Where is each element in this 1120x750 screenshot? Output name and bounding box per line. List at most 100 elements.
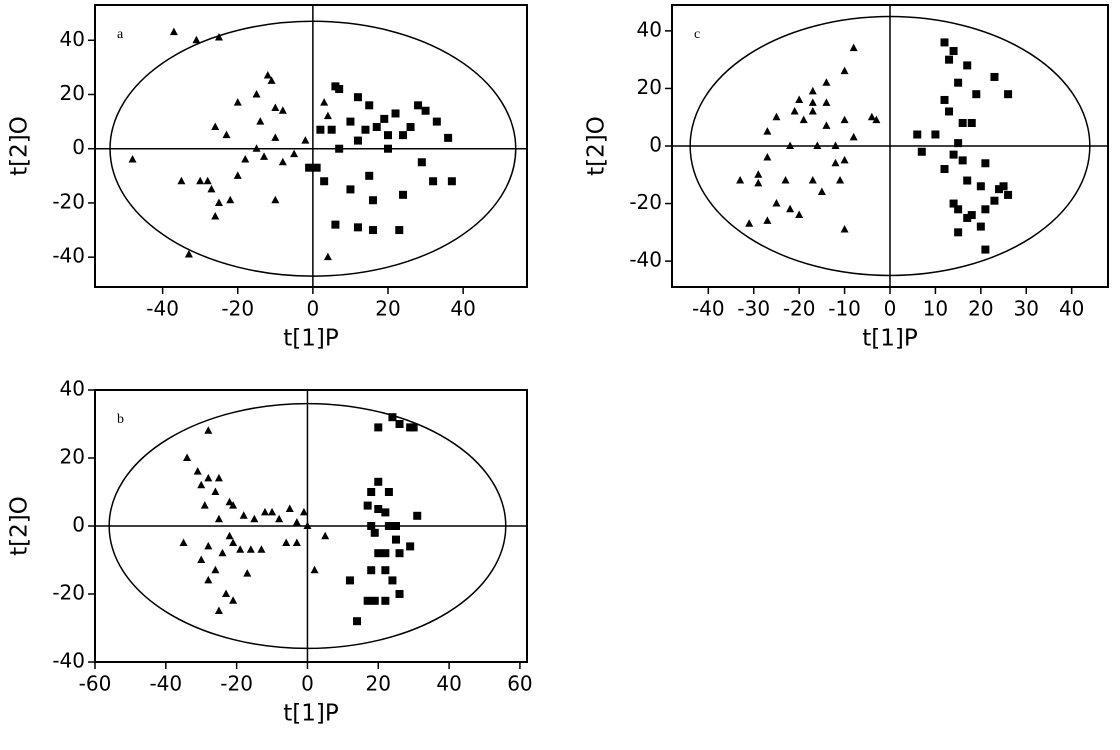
square-point [395,226,404,235]
triangle-point [323,111,332,120]
square-point [958,156,967,165]
triangle-point [207,184,216,193]
triangle-point [781,176,790,184]
x-axis-label: t[1]P [862,326,918,352]
square-point [335,85,344,94]
square-point [972,90,981,99]
triangle-point [214,473,223,482]
triangle-point [229,501,238,509]
square-point [917,147,926,156]
triangle-point [849,132,858,141]
square-point [327,125,336,134]
square-point [353,223,362,232]
square-point [335,144,344,153]
triangle-point [252,89,261,98]
triangle-point [763,216,772,224]
y-tick-label: 0 [72,135,85,159]
plot-frame [94,4,528,288]
triangle-point [285,504,294,512]
x-tick-label: 20 [968,297,993,321]
square-point [931,130,940,139]
triangle-point [204,575,213,584]
square-point [399,131,408,140]
triangle-point [239,511,248,519]
y-tick-label: 20 [60,81,85,105]
square-point [406,123,415,132]
square-point [391,109,400,118]
y-tick-label: -40 [52,649,85,673]
square-point [345,576,354,585]
y-axis-label: t[2]O [7,496,33,556]
square-point [353,617,362,626]
triangle-point [211,565,220,574]
square-point [1004,90,1013,99]
y-tick-label: -20 [629,190,662,214]
x-tick-label: 40 [450,297,475,321]
square-point [374,423,383,432]
x-tick-label: -30 [737,297,770,321]
square-point [429,177,438,186]
triangle-point [263,71,272,79]
triangle-point [260,507,269,516]
square-point [981,159,990,168]
triangle-point [790,106,799,115]
square-point [414,101,423,110]
triangle-point [268,507,277,516]
x-tick-label: 30 [1014,297,1039,321]
triangle-point [183,453,192,461]
triangle-point [822,78,831,86]
triangle-point [184,249,193,258]
triangle-point [214,606,223,614]
square-point [1004,190,1013,199]
y-tick-label: 40 [60,377,85,401]
triangle-point [867,112,876,121]
triangle-point [267,76,276,84]
panel-label: a [117,27,124,42]
square-point [381,566,390,575]
x-tick-label: 40 [436,672,461,696]
square-point [976,222,985,231]
x-axis-label: t[1]P [283,326,339,352]
square-point [363,596,372,605]
triangle-point [203,176,212,185]
y-axis-label: t[2]O [584,116,610,176]
square-point [346,185,355,194]
triangle-point [214,33,223,41]
x-tick-label: 0 [301,672,314,696]
square-point [963,176,972,185]
square-point [976,182,985,191]
triangle-point [241,155,250,163]
square-point [417,158,426,167]
square-point [388,576,397,585]
triangle-point [808,106,817,115]
square-point [949,199,958,208]
square-point [368,226,377,235]
triangle-point [763,153,772,161]
triangle-point [831,158,840,167]
triangle-point [840,115,849,124]
square-point [940,95,949,104]
square-point [954,139,963,148]
x-tick-label: -40 [692,297,725,321]
triangle-point [772,199,781,207]
triangle-point [169,27,178,36]
square-point [990,196,999,205]
triangle-point [252,144,261,152]
triangle-point [795,95,804,103]
triangle-point [250,514,259,523]
square-point [384,522,393,530]
square-point [353,93,362,102]
triangle-point [840,155,849,164]
x-tick-label: -20 [783,297,816,321]
triangle-point [211,487,220,495]
triangle-point [197,555,206,563]
triangle-point [292,518,301,526]
y-tick-label: -40 [52,244,85,268]
square-point [381,596,390,605]
triangle-point [822,98,831,106]
triangle-point [808,86,817,95]
triangle-point [278,157,287,166]
square-point [395,549,404,558]
square-point [384,131,393,140]
y-tick-label: 20 [637,75,662,99]
